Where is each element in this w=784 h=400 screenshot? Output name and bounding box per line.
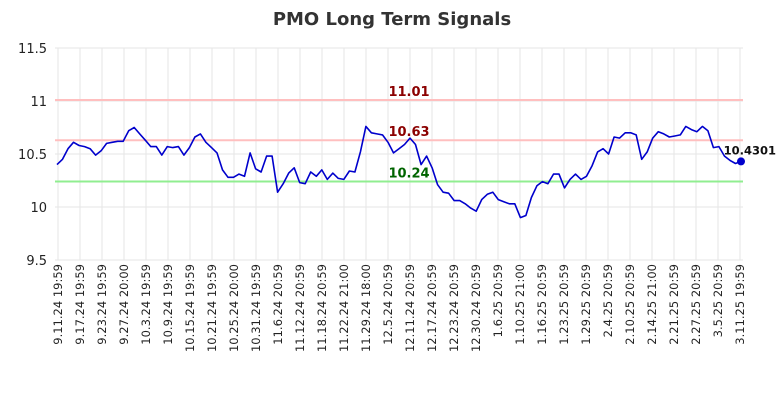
x-tick-label: 12.30.24 20:59 bbox=[469, 264, 483, 352]
x-tick-label: 10.21.24 19:59 bbox=[205, 264, 219, 352]
x-tick-label: 10.9.24 19:59 bbox=[161, 264, 175, 345]
last-value-label: 10.4301 bbox=[724, 143, 776, 157]
x-tick-label: 3.11.25 19:59 bbox=[733, 264, 747, 345]
series-line bbox=[56, 125, 742, 219]
x-tick-label: 10.3.24 19:59 bbox=[139, 264, 153, 345]
series-layer: 10.4301 bbox=[56, 125, 776, 219]
x-tick-label: 12.17.24 20:59 bbox=[425, 264, 439, 352]
x-axis: 9.11.24 19:59 9.17.24 19:59 9.23.24 19:59 9… bbox=[51, 264, 747, 352]
last-value-marker bbox=[737, 157, 745, 166]
x-tick-label: 12.5.24 20:59 bbox=[381, 264, 395, 345]
x-tick-label: 11.29.24 18:00 bbox=[359, 264, 373, 352]
x-tick-label: 9.11.24 19:59 bbox=[51, 264, 65, 345]
x-tick-label: 2.14.25 21:00 bbox=[645, 264, 659, 345]
y-tick-label: 11 bbox=[30, 95, 47, 110]
x-tick-label: 2.4.25 20:59 bbox=[601, 264, 615, 337]
x-tick-label: 10.31.24 19:59 bbox=[249, 264, 263, 352]
x-tick-label: 11.18.24 20:59 bbox=[315, 264, 329, 352]
x-tick-label: 1.10.25 21:00 bbox=[513, 264, 527, 345]
x-tick-label: 12.23.24 20:59 bbox=[447, 264, 461, 352]
x-tick-label: 9.23.24 19:59 bbox=[95, 264, 109, 345]
level-label: 10.24 bbox=[388, 167, 429, 182]
y-tick-label: 9.5 bbox=[26, 254, 47, 269]
x-tick-label: 1.6.25 20:59 bbox=[491, 264, 505, 337]
x-tick-label: 10.15.24 19:59 bbox=[183, 264, 197, 352]
x-tick-label: 9.27.24 20:00 bbox=[117, 264, 131, 345]
x-tick-label: 1.29.25 20:59 bbox=[579, 264, 593, 345]
x-tick-label: 1.16.25 20:59 bbox=[535, 264, 549, 345]
x-tick-label: 11.22.24 21:00 bbox=[337, 264, 351, 352]
x-tick-label: 3.5.25 20:59 bbox=[711, 264, 725, 337]
y-axis: 9.5 10 10.5 11 11.5 bbox=[18, 42, 47, 269]
x-tick-label: 1.23.25 20:59 bbox=[557, 264, 571, 345]
y-tick-label: 11.5 bbox=[18, 42, 47, 57]
level-label: 10.63 bbox=[388, 125, 429, 140]
x-tick-label: 11.6.24 20:59 bbox=[271, 264, 285, 345]
x-tick-label: 10.25.24 20:00 bbox=[227, 264, 241, 352]
grid bbox=[55, 47, 743, 261]
level-label: 11.01 bbox=[388, 85, 429, 100]
y-tick-label: 10.5 bbox=[18, 148, 47, 163]
x-tick-label: 9.17.24 19:59 bbox=[73, 264, 87, 345]
x-tick-label: 2.10.25 20:59 bbox=[623, 264, 637, 345]
y-tick-label: 10 bbox=[30, 201, 47, 216]
horizontal-levels: 11.01 10.63 10.24 bbox=[55, 85, 743, 183]
x-tick-label: 12.11.24 20:59 bbox=[403, 264, 417, 352]
x-tick-label: 2.21.25 20:59 bbox=[667, 264, 681, 345]
x-tick-label: 2.27.25 20:59 bbox=[689, 264, 703, 345]
x-tick-label: 11.12.24 20:59 bbox=[293, 264, 307, 352]
chart-title: PMO Long Term Signals bbox=[273, 9, 511, 30]
